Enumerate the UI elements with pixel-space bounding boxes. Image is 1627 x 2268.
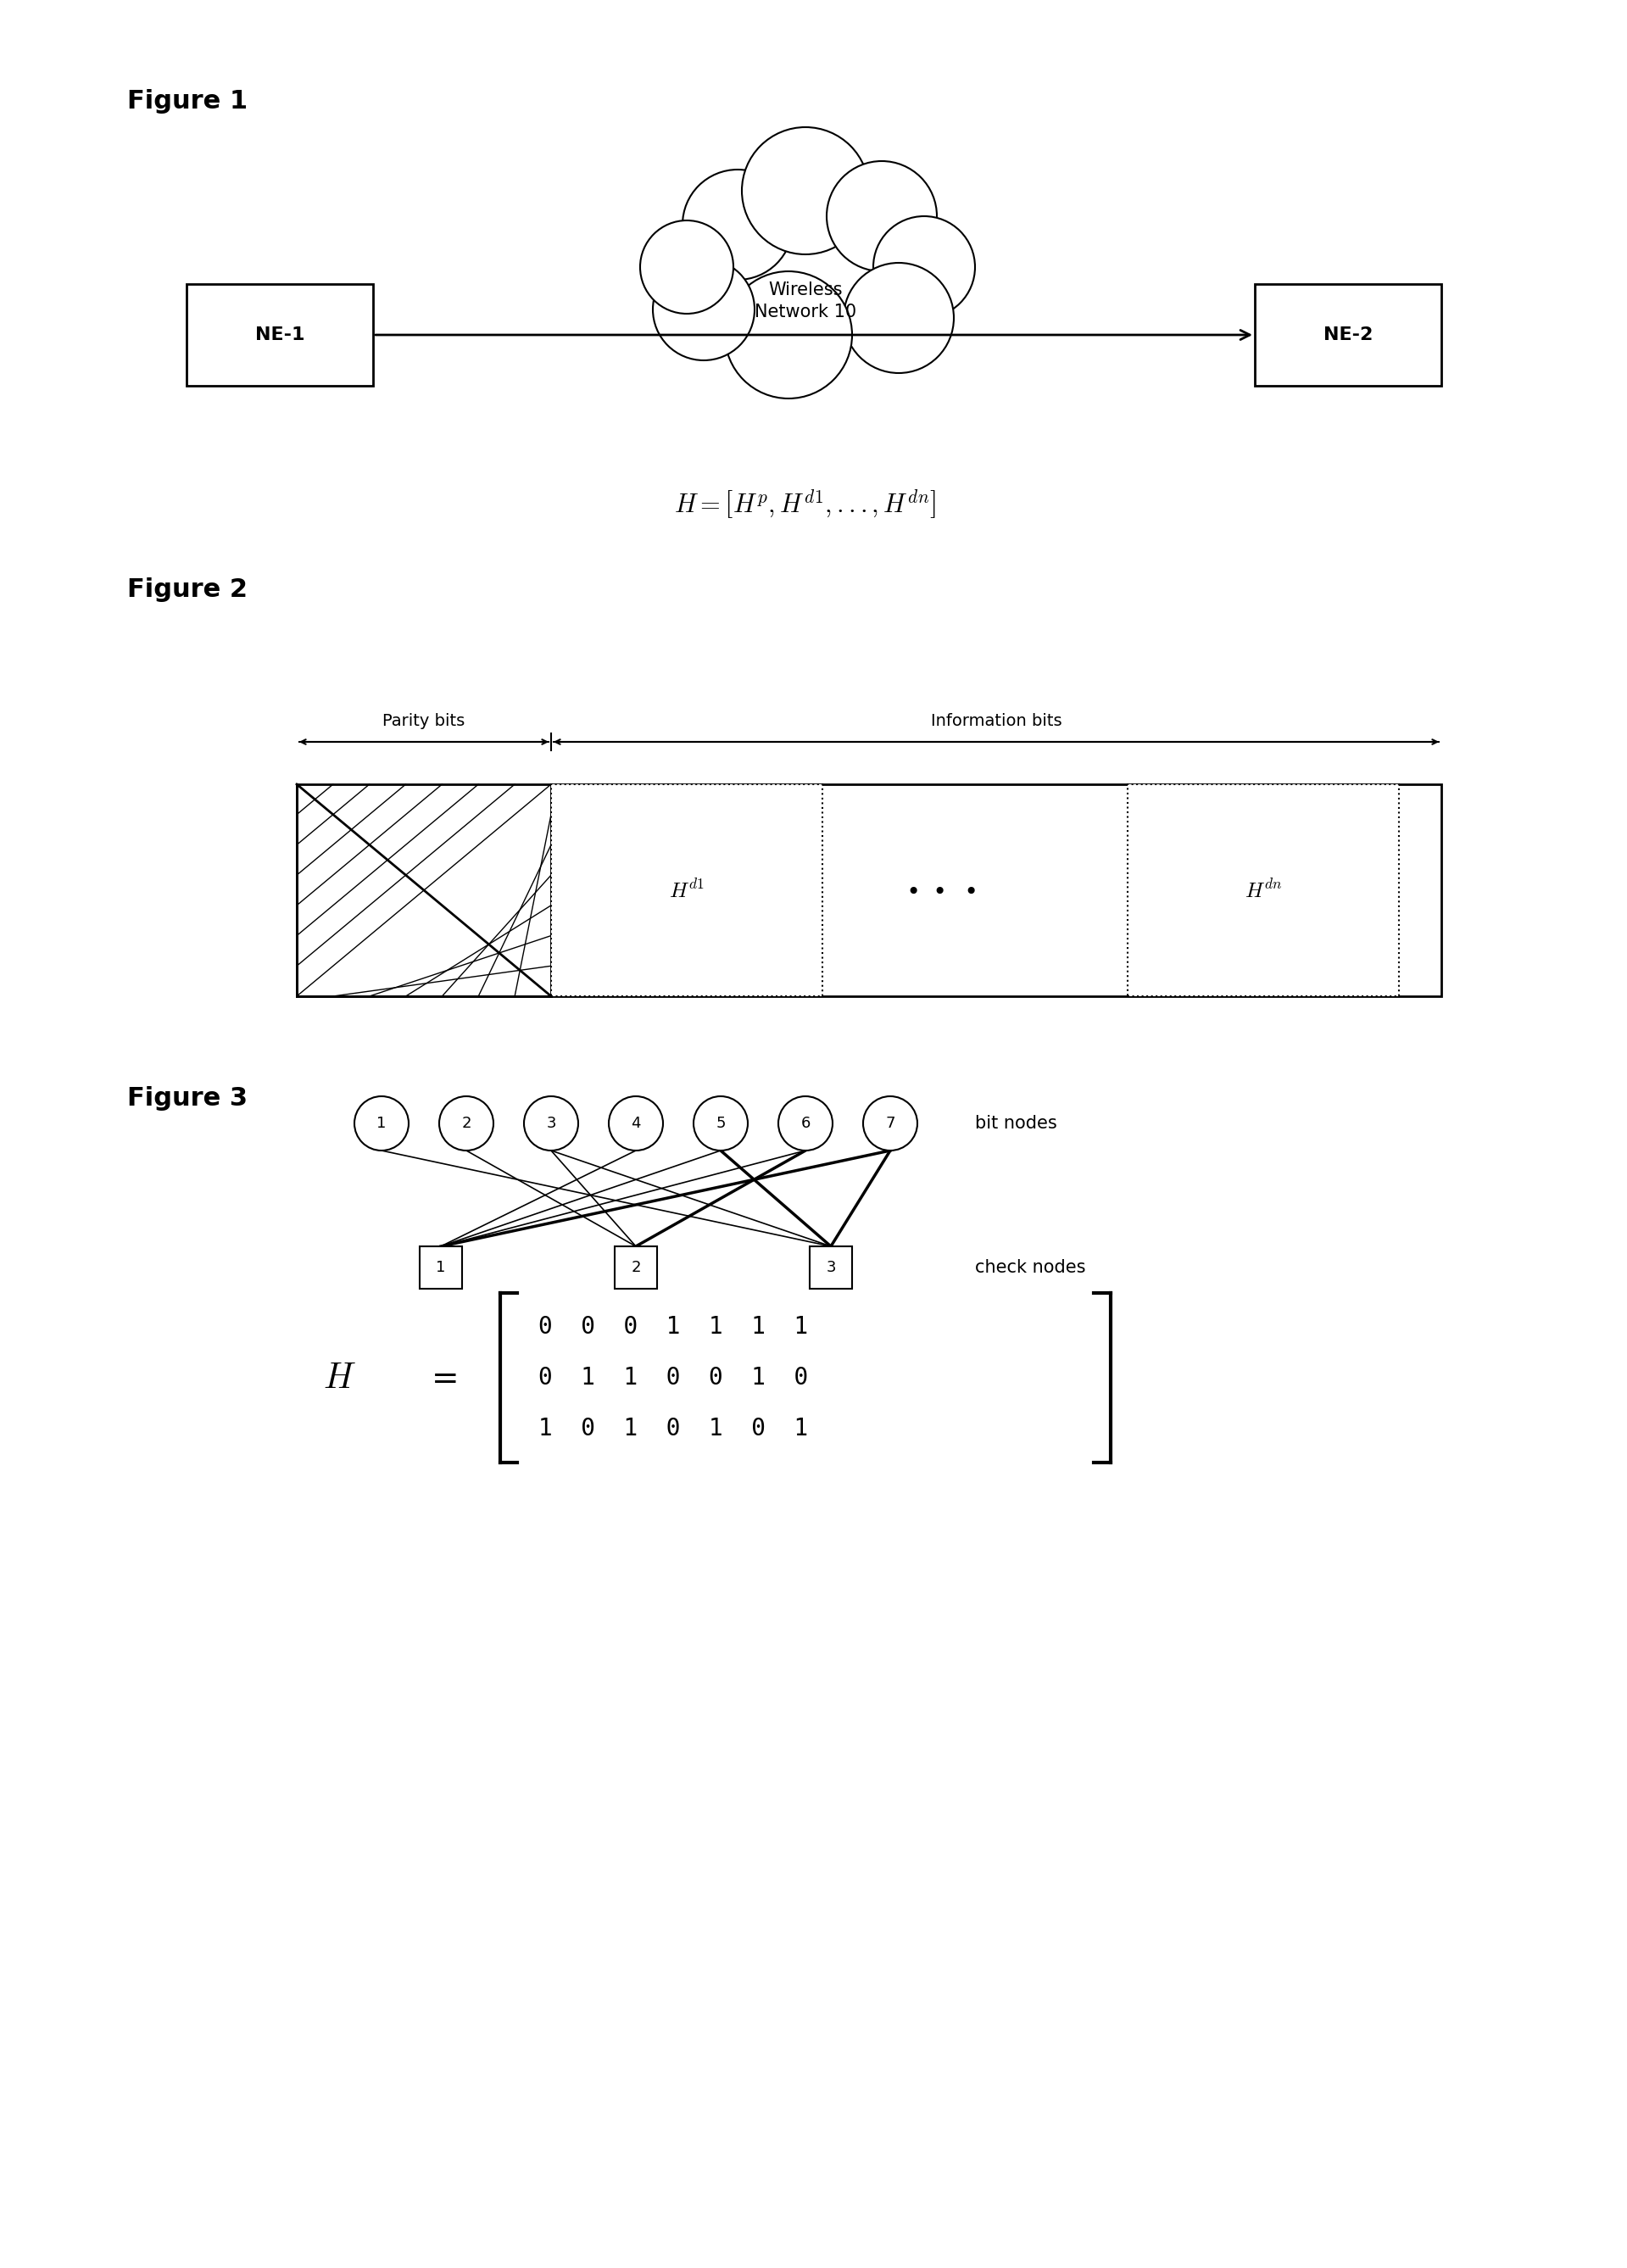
Circle shape — [778, 1095, 833, 1150]
Circle shape — [608, 1095, 664, 1150]
Bar — [420, 1247, 462, 1288]
Text: Figure 3: Figure 3 — [127, 1086, 247, 1111]
Text: $=$: $=$ — [425, 1361, 457, 1395]
Text: NE-1: NE-1 — [255, 327, 304, 342]
Circle shape — [524, 1095, 578, 1150]
Bar — [187, 284, 373, 386]
Bar — [1128, 785, 1399, 996]
Bar — [552, 785, 822, 996]
Circle shape — [639, 220, 734, 313]
Text: 6: 6 — [800, 1116, 810, 1132]
Circle shape — [726, 272, 853, 399]
Bar — [615, 1247, 657, 1288]
Text: 1  0  1  0  1  0  1: 1 0 1 0 1 0 1 — [539, 1418, 809, 1440]
Text: 3: 3 — [827, 1261, 836, 1275]
Text: $H$: $H$ — [322, 1361, 356, 1395]
Text: Information bits: Information bits — [931, 712, 1062, 728]
Text: 3: 3 — [547, 1116, 556, 1132]
Circle shape — [862, 1095, 918, 1150]
Circle shape — [652, 259, 755, 361]
Circle shape — [682, 170, 792, 279]
Circle shape — [439, 1095, 493, 1150]
Text: Wireless
Network 10: Wireless Network 10 — [755, 281, 856, 320]
Text: Figure 1: Figure 1 — [127, 88, 247, 113]
Bar — [296, 785, 1442, 996]
Bar — [810, 1247, 853, 1288]
Circle shape — [742, 127, 869, 254]
Text: 0  1  1  0  0  1  0: 0 1 1 0 0 1 0 — [539, 1365, 809, 1390]
Text: Parity bits: Parity bits — [382, 712, 465, 728]
Text: bit nodes: bit nodes — [975, 1116, 1058, 1132]
Circle shape — [827, 161, 937, 272]
Bar — [1254, 284, 1442, 386]
Text: 2: 2 — [631, 1261, 641, 1275]
Text: 2: 2 — [462, 1116, 472, 1132]
Text: $H^{dn}$: $H^{dn}$ — [1245, 878, 1282, 903]
Circle shape — [843, 263, 953, 372]
Text: 5: 5 — [716, 1116, 726, 1132]
Text: $\bullet\ \bullet\ \bullet$: $\bullet\ \bullet\ \bullet$ — [906, 878, 976, 903]
Circle shape — [693, 1095, 748, 1150]
FancyArrowPatch shape — [376, 331, 1250, 340]
Text: check nodes: check nodes — [975, 1259, 1085, 1277]
Text: $H = \left[H^p, H^{d1}, ..., H^{dn}\right]$: $H = \left[H^p, H^{d1}, ..., H^{dn}\righ… — [674, 488, 937, 522]
Text: 4: 4 — [631, 1116, 641, 1132]
Text: NE-2: NE-2 — [1323, 327, 1373, 342]
Text: 1: 1 — [436, 1261, 446, 1275]
Text: 7: 7 — [885, 1116, 895, 1132]
Text: 0  0  0  1  1  1  1: 0 0 0 1 1 1 1 — [539, 1315, 809, 1338]
Text: 1: 1 — [377, 1116, 386, 1132]
Text: Figure 2: Figure 2 — [127, 576, 247, 601]
Circle shape — [874, 215, 975, 318]
Circle shape — [355, 1095, 408, 1150]
Text: $H^{d1}$: $H^{d1}$ — [669, 878, 704, 903]
